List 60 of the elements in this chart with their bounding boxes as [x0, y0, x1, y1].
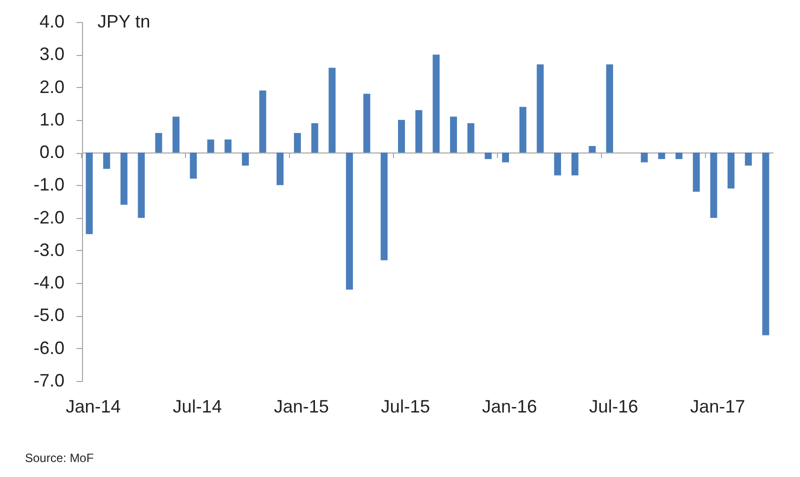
x-tick-label: Jan-16 [482, 396, 538, 416]
bar [138, 152, 145, 218]
bar [120, 152, 128, 205]
y-tick-label: 4.0 [39, 12, 64, 32]
bar [450, 116, 457, 153]
bar [762, 152, 770, 336]
bar [259, 90, 266, 153]
bar [571, 152, 578, 176]
bar [276, 152, 284, 186]
bar [519, 106, 526, 153]
x-tick-label: Jul-16 [589, 396, 638, 416]
bar [676, 152, 682, 160]
x-tick-label: Jul-14 [172, 396, 222, 416]
bar [103, 152, 110, 169]
bar [432, 54, 440, 153]
y-axis-title: JPY tn [98, 12, 150, 32]
bar [311, 123, 318, 153]
bar [242, 152, 249, 166]
bar [346, 152, 353, 290]
source-note: Source: MoF [25, 451, 94, 465]
bar [294, 132, 301, 153]
y-tick-label: -2.0 [33, 207, 64, 228]
bar [190, 152, 197, 179]
bar [328, 68, 336, 153]
x-tick-label: Jan-14 [66, 396, 121, 416]
y-tick-label: -5.0 [33, 305, 64, 326]
y-tick-label: -3.0 [33, 240, 64, 260]
bar [380, 152, 388, 260]
bar [658, 152, 666, 160]
bar [207, 139, 214, 153]
bar [502, 152, 510, 162]
bar [588, 146, 596, 153]
bar [224, 139, 232, 153]
bar [606, 64, 614, 153]
bar [86, 152, 93, 234]
bar [172, 116, 180, 153]
bar [484, 152, 492, 160]
bar [554, 152, 562, 176]
bar [728, 152, 734, 188]
x-tick-label: Jan-15 [274, 396, 329, 416]
y-tick-label: -7.0 [33, 370, 64, 390]
bar [640, 152, 648, 162]
y-tick-label: 2.0 [39, 76, 64, 97]
bar [710, 152, 718, 218]
x-tick-label: Jan-17 [690, 396, 746, 416]
bar [692, 152, 700, 192]
bar [467, 123, 474, 153]
bar [744, 152, 752, 166]
y-tick-label: -1.0 [33, 174, 64, 195]
bar [415, 110, 422, 153]
y-tick-label: 1.0 [39, 109, 64, 130]
bar [398, 120, 405, 153]
x-tick-label: Jul-15 [380, 396, 430, 416]
y-tick-label: -4.0 [33, 272, 64, 293]
bar [363, 94, 370, 153]
bar [536, 64, 544, 153]
y-tick-label: 3.0 [39, 44, 64, 64]
y-tick-label: -6.0 [33, 338, 64, 358]
y-tick-label: 0.0 [39, 142, 64, 162]
bar [155, 132, 162, 153]
